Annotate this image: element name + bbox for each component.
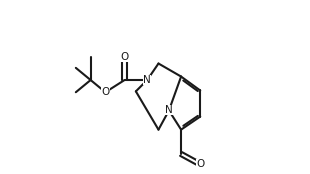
Text: O: O [101, 87, 109, 97]
Text: N: N [165, 105, 173, 116]
Text: O: O [196, 159, 204, 169]
Text: O: O [120, 52, 129, 62]
Text: N: N [143, 75, 151, 85]
